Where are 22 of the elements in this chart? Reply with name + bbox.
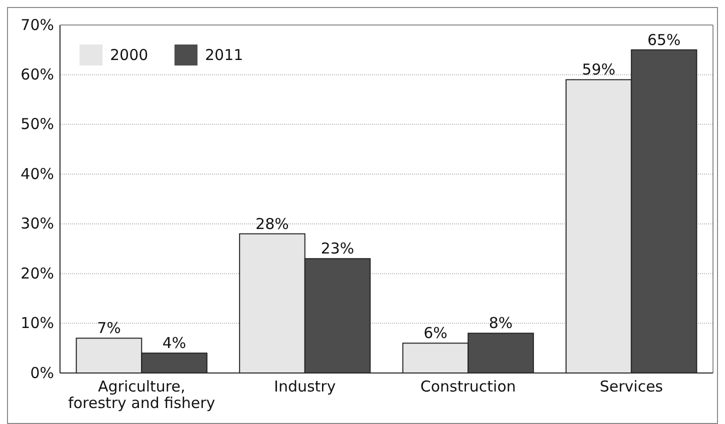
- x-tick-label: Services: [600, 378, 664, 396]
- y-tick-label: 60%: [20, 66, 54, 84]
- x-tick-label: Construction: [420, 378, 516, 396]
- data-label: 23%: [320, 240, 354, 258]
- x-tick-label: Agriculture, forestry and fishery: [68, 378, 216, 412]
- y-tick-label: 10%: [20, 314, 54, 332]
- data-label: 59%: [582, 60, 616, 79]
- x-tick-label: Industry: [274, 378, 336, 396]
- data-label: 65%: [647, 30, 681, 49]
- y-tick-label: 30%: [20, 214, 54, 233]
- y-tick-label: 50%: [20, 115, 54, 134]
- data-label: 7%: [97, 319, 121, 338]
- legend-label: 2000: [110, 46, 148, 64]
- legend-label: 2011: [205, 46, 244, 64]
- y-tick-label: 40%: [20, 164, 54, 183]
- data-label: 4%: [162, 334, 186, 352]
- y-tick-label: 0%: [30, 364, 54, 382]
- data-label: 8%: [488, 314, 513, 332]
- data-label: 6%: [424, 324, 448, 342]
- y-tick-label: 20%: [20, 264, 54, 282]
- data-label: 28%: [256, 214, 289, 233]
- y-tick-label: 70%: [20, 16, 54, 34]
